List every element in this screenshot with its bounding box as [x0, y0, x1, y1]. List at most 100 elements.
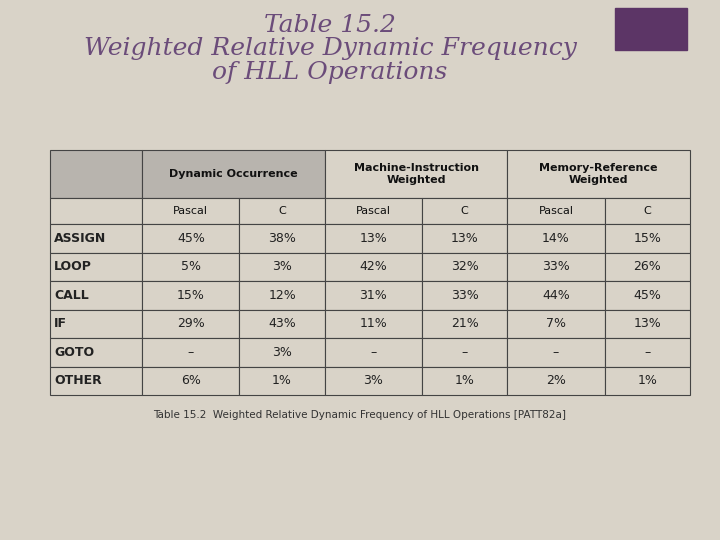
- Text: 32%: 32%: [451, 260, 479, 273]
- Text: 42%: 42%: [359, 260, 387, 273]
- Text: Machine-Instruction
Weighted: Machine-Instruction Weighted: [354, 163, 479, 185]
- Text: C: C: [461, 206, 469, 216]
- Bar: [143, 198, 239, 224]
- Text: 14%: 14%: [542, 232, 570, 245]
- Bar: [50, 338, 143, 367]
- Bar: [239, 309, 325, 338]
- Text: –: –: [188, 346, 194, 359]
- Bar: [50, 309, 143, 338]
- Text: Dynamic Occurrence: Dynamic Occurrence: [169, 169, 298, 179]
- Bar: [508, 224, 605, 253]
- Text: 1%: 1%: [455, 374, 474, 387]
- Text: 1%: 1%: [637, 374, 657, 387]
- Bar: [508, 281, 605, 309]
- Bar: [325, 198, 422, 224]
- Text: OTHER: OTHER: [54, 374, 102, 387]
- Bar: [50, 150, 143, 198]
- Bar: [605, 224, 690, 253]
- Text: Pascal: Pascal: [356, 206, 391, 216]
- Bar: [239, 198, 325, 224]
- Text: 6%: 6%: [181, 374, 201, 387]
- Bar: [508, 367, 605, 395]
- Bar: [325, 281, 422, 309]
- Bar: [605, 281, 690, 309]
- Bar: [508, 150, 690, 198]
- Bar: [605, 253, 690, 281]
- Bar: [422, 338, 508, 367]
- Bar: [143, 338, 239, 367]
- Bar: [50, 253, 143, 281]
- Bar: [508, 253, 605, 281]
- Bar: [422, 281, 508, 309]
- Text: 1%: 1%: [272, 374, 292, 387]
- Bar: [143, 224, 239, 253]
- Bar: [615, 8, 687, 50]
- Bar: [143, 367, 239, 395]
- Bar: [50, 224, 143, 253]
- Text: –: –: [553, 346, 559, 359]
- Text: C: C: [278, 206, 286, 216]
- Text: 45%: 45%: [634, 289, 661, 302]
- Text: 11%: 11%: [359, 317, 387, 330]
- Bar: [325, 367, 422, 395]
- Text: 43%: 43%: [269, 317, 296, 330]
- Text: LOOP: LOOP: [54, 260, 92, 273]
- Bar: [605, 338, 690, 367]
- Text: 33%: 33%: [542, 260, 570, 273]
- Text: 29%: 29%: [177, 317, 204, 330]
- Text: –: –: [370, 346, 377, 359]
- Text: 38%: 38%: [268, 232, 296, 245]
- Bar: [143, 150, 325, 198]
- Bar: [605, 309, 690, 338]
- Bar: [143, 281, 239, 309]
- Text: Table 15.2: Table 15.2: [264, 14, 396, 37]
- Text: ASSIGN: ASSIGN: [54, 232, 107, 245]
- Text: 15%: 15%: [634, 232, 661, 245]
- Text: CALL: CALL: [54, 289, 89, 302]
- Text: 31%: 31%: [359, 289, 387, 302]
- Text: 13%: 13%: [359, 232, 387, 245]
- Text: of HLL Operations: of HLL Operations: [212, 62, 448, 84]
- Text: C: C: [644, 206, 651, 216]
- Bar: [508, 338, 605, 367]
- Text: 26%: 26%: [634, 260, 661, 273]
- Text: Memory-Reference
Weighted: Memory-Reference Weighted: [539, 163, 658, 185]
- Text: –: –: [644, 346, 650, 359]
- Text: Table 15.2  Weighted Relative Dynamic Frequency of HLL Operations [PATT82a]: Table 15.2 Weighted Relative Dynamic Fre…: [153, 410, 567, 420]
- Bar: [422, 253, 508, 281]
- Text: 15%: 15%: [177, 289, 204, 302]
- Text: 45%: 45%: [177, 232, 204, 245]
- Bar: [239, 224, 325, 253]
- Bar: [50, 198, 143, 224]
- Bar: [508, 309, 605, 338]
- Text: 5%: 5%: [181, 260, 201, 273]
- Text: 7%: 7%: [546, 317, 566, 330]
- Bar: [325, 309, 422, 338]
- Bar: [239, 367, 325, 395]
- Bar: [422, 198, 508, 224]
- Bar: [50, 281, 143, 309]
- Text: 21%: 21%: [451, 317, 479, 330]
- Text: 33%: 33%: [451, 289, 479, 302]
- Text: 2%: 2%: [546, 374, 566, 387]
- Text: 3%: 3%: [364, 374, 383, 387]
- Text: IF: IF: [54, 317, 67, 330]
- Text: Pascal: Pascal: [539, 206, 573, 216]
- Bar: [239, 281, 325, 309]
- Text: 12%: 12%: [269, 289, 296, 302]
- Bar: [605, 198, 690, 224]
- Bar: [422, 367, 508, 395]
- Text: 13%: 13%: [634, 317, 661, 330]
- Bar: [50, 367, 143, 395]
- Text: –: –: [462, 346, 468, 359]
- Bar: [143, 309, 239, 338]
- Bar: [325, 150, 508, 198]
- Bar: [239, 253, 325, 281]
- Bar: [605, 367, 690, 395]
- Text: GOTO: GOTO: [54, 346, 94, 359]
- Text: 44%: 44%: [542, 289, 570, 302]
- Bar: [325, 253, 422, 281]
- Bar: [325, 338, 422, 367]
- Bar: [422, 309, 508, 338]
- Bar: [508, 198, 605, 224]
